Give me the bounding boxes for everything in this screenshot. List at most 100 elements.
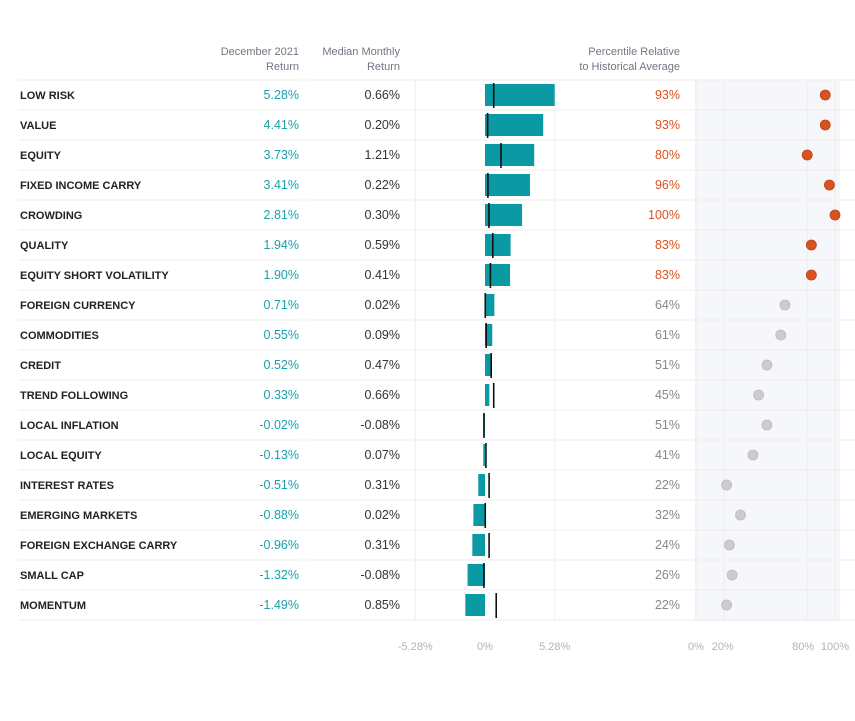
dec-return-value: 2.81% (264, 208, 299, 222)
return-bar (485, 114, 544, 136)
percentile-dot (753, 389, 764, 401)
return-bar (485, 234, 511, 256)
median-return-value: 0.20% (365, 118, 400, 132)
return-bar (485, 174, 531, 196)
header-dec-return-line2: Return (266, 61, 299, 73)
grid-layer (18, 79, 855, 621)
percentile-value: 80% (655, 148, 680, 162)
percentile-value: 61% (655, 328, 680, 342)
factor-label: COMMODITIES (20, 330, 99, 342)
return-bar (483, 444, 485, 466)
percentile-value: 51% (655, 418, 680, 432)
percentile-dot (824, 179, 835, 191)
percentile-value: 100% (648, 208, 680, 222)
bar-axis-tick: 5.28% (539, 641, 570, 653)
factor-label: CREDIT (20, 360, 61, 372)
header-dec-return-line1: December 2021 (221, 46, 299, 58)
axes-layer: -5.28% 0% 5.28% 0% 20% 80% 100% (398, 641, 849, 653)
percentile-dot (761, 359, 773, 371)
percentile-value: 41% (655, 448, 680, 462)
percentile-value: 93% (655, 88, 680, 102)
factor-label: QUALITY (20, 240, 69, 252)
factor-label: EMERGING MARKETS (20, 510, 137, 522)
dec-return-value: 0.55% (264, 328, 299, 342)
dec-return-value: 5.28% (264, 88, 299, 102)
factor-label: FOREIGN CURRENCY (20, 300, 136, 312)
median-return-value: 1.21% (365, 148, 400, 162)
bar-axis-tick: 0% (477, 641, 493, 653)
median-return-value: 0.02% (365, 298, 400, 312)
return-bar (472, 534, 485, 556)
dec-return-value: -1.49% (259, 598, 299, 612)
rows-layer: LOW RISK 5.28% 0.66% 93% VALUE 4.41% 0.20% 93% E… (20, 83, 841, 618)
dec-return-value: 3.41% (264, 178, 299, 192)
percentile-dot (805, 269, 817, 281)
return-bar (485, 204, 523, 226)
percentile-dot (761, 419, 773, 431)
percentile-dot (747, 449, 759, 461)
percentile-value: 26% (655, 568, 680, 582)
median-return-value: 0.22% (365, 178, 400, 192)
median-return-value: 0.41% (365, 268, 400, 282)
percentile-value: 22% (655, 478, 680, 492)
median-return-value: -0.08% (360, 418, 400, 432)
dec-return-value: 0.33% (264, 388, 299, 402)
return-bar (485, 384, 490, 406)
percentile-value: 32% (655, 508, 680, 522)
return-bar (485, 84, 555, 106)
percentile-dot (819, 89, 831, 101)
header-percentile-line1: Percentile Relative (588, 46, 680, 58)
dec-return-value: -0.51% (259, 478, 299, 492)
percentile-axis-tick: 80% (792, 641, 814, 653)
percentile-value: 24% (655, 538, 680, 552)
median-return-value: 0.85% (365, 598, 400, 612)
percentile-value: 83% (655, 268, 680, 282)
percentile-dot (805, 239, 817, 251)
percentile-dot (735, 509, 746, 521)
factor-label: EQUITY (20, 150, 62, 162)
median-return-value: 0.59% (365, 238, 400, 252)
return-bar (485, 264, 511, 286)
return-bar (485, 324, 493, 346)
factor-label: FIXED INCOME CARRY (20, 180, 142, 192)
percentile-dot (721, 599, 732, 611)
return-bar (467, 564, 485, 586)
dec-return-value: 0.71% (264, 298, 299, 312)
dec-return-value: -0.96% (259, 538, 299, 552)
percentile-dot (779, 299, 791, 311)
median-return-value: 0.66% (365, 388, 400, 402)
median-return-value: 0.09% (365, 328, 400, 342)
factor-label: MOMENTUM (20, 600, 86, 612)
percentile-dot (819, 119, 831, 131)
factor-label: INTEREST RATES (20, 480, 114, 492)
factor-label: LOCAL EQUITY (20, 450, 102, 462)
header-median-return-line1: Median Monthly (322, 46, 400, 58)
percentile-dot (829, 209, 841, 221)
median-return-value: 0.02% (365, 508, 400, 522)
return-bar (485, 354, 492, 376)
factor-label: TREND FOLLOWING (20, 390, 128, 402)
percentile-value: 51% (655, 358, 680, 372)
dec-return-value: 0.52% (264, 358, 299, 372)
dec-return-value: 1.90% (264, 268, 299, 282)
dec-return-value: -1.32% (259, 568, 299, 582)
bar-axis-tick: -5.28% (398, 641, 433, 653)
dec-return-value: -0.13% (259, 448, 299, 462)
factor-label: LOW RISK (20, 90, 75, 102)
dec-return-value: -0.02% (259, 418, 299, 432)
factor-label: FOREIGN EXCHANGE CARRY (20, 540, 178, 552)
factor-label: VALUE (20, 120, 56, 132)
factor-label: EQUITY SHORT VOLATILITY (20, 270, 169, 282)
percentile-value: 83% (655, 238, 680, 252)
return-bar (473, 504, 485, 526)
median-return-value: 0.07% (365, 448, 400, 462)
return-bar (485, 294, 495, 316)
percentile-dot (726, 569, 738, 581)
percentile-value: 64% (655, 298, 680, 312)
percentile-dot (775, 329, 787, 341)
percentile-dot (723, 539, 735, 551)
dec-return-value: -0.88% (259, 508, 299, 522)
percentile-value: 22% (655, 598, 680, 612)
median-return-value: 0.31% (365, 478, 400, 492)
return-bar (485, 144, 535, 166)
